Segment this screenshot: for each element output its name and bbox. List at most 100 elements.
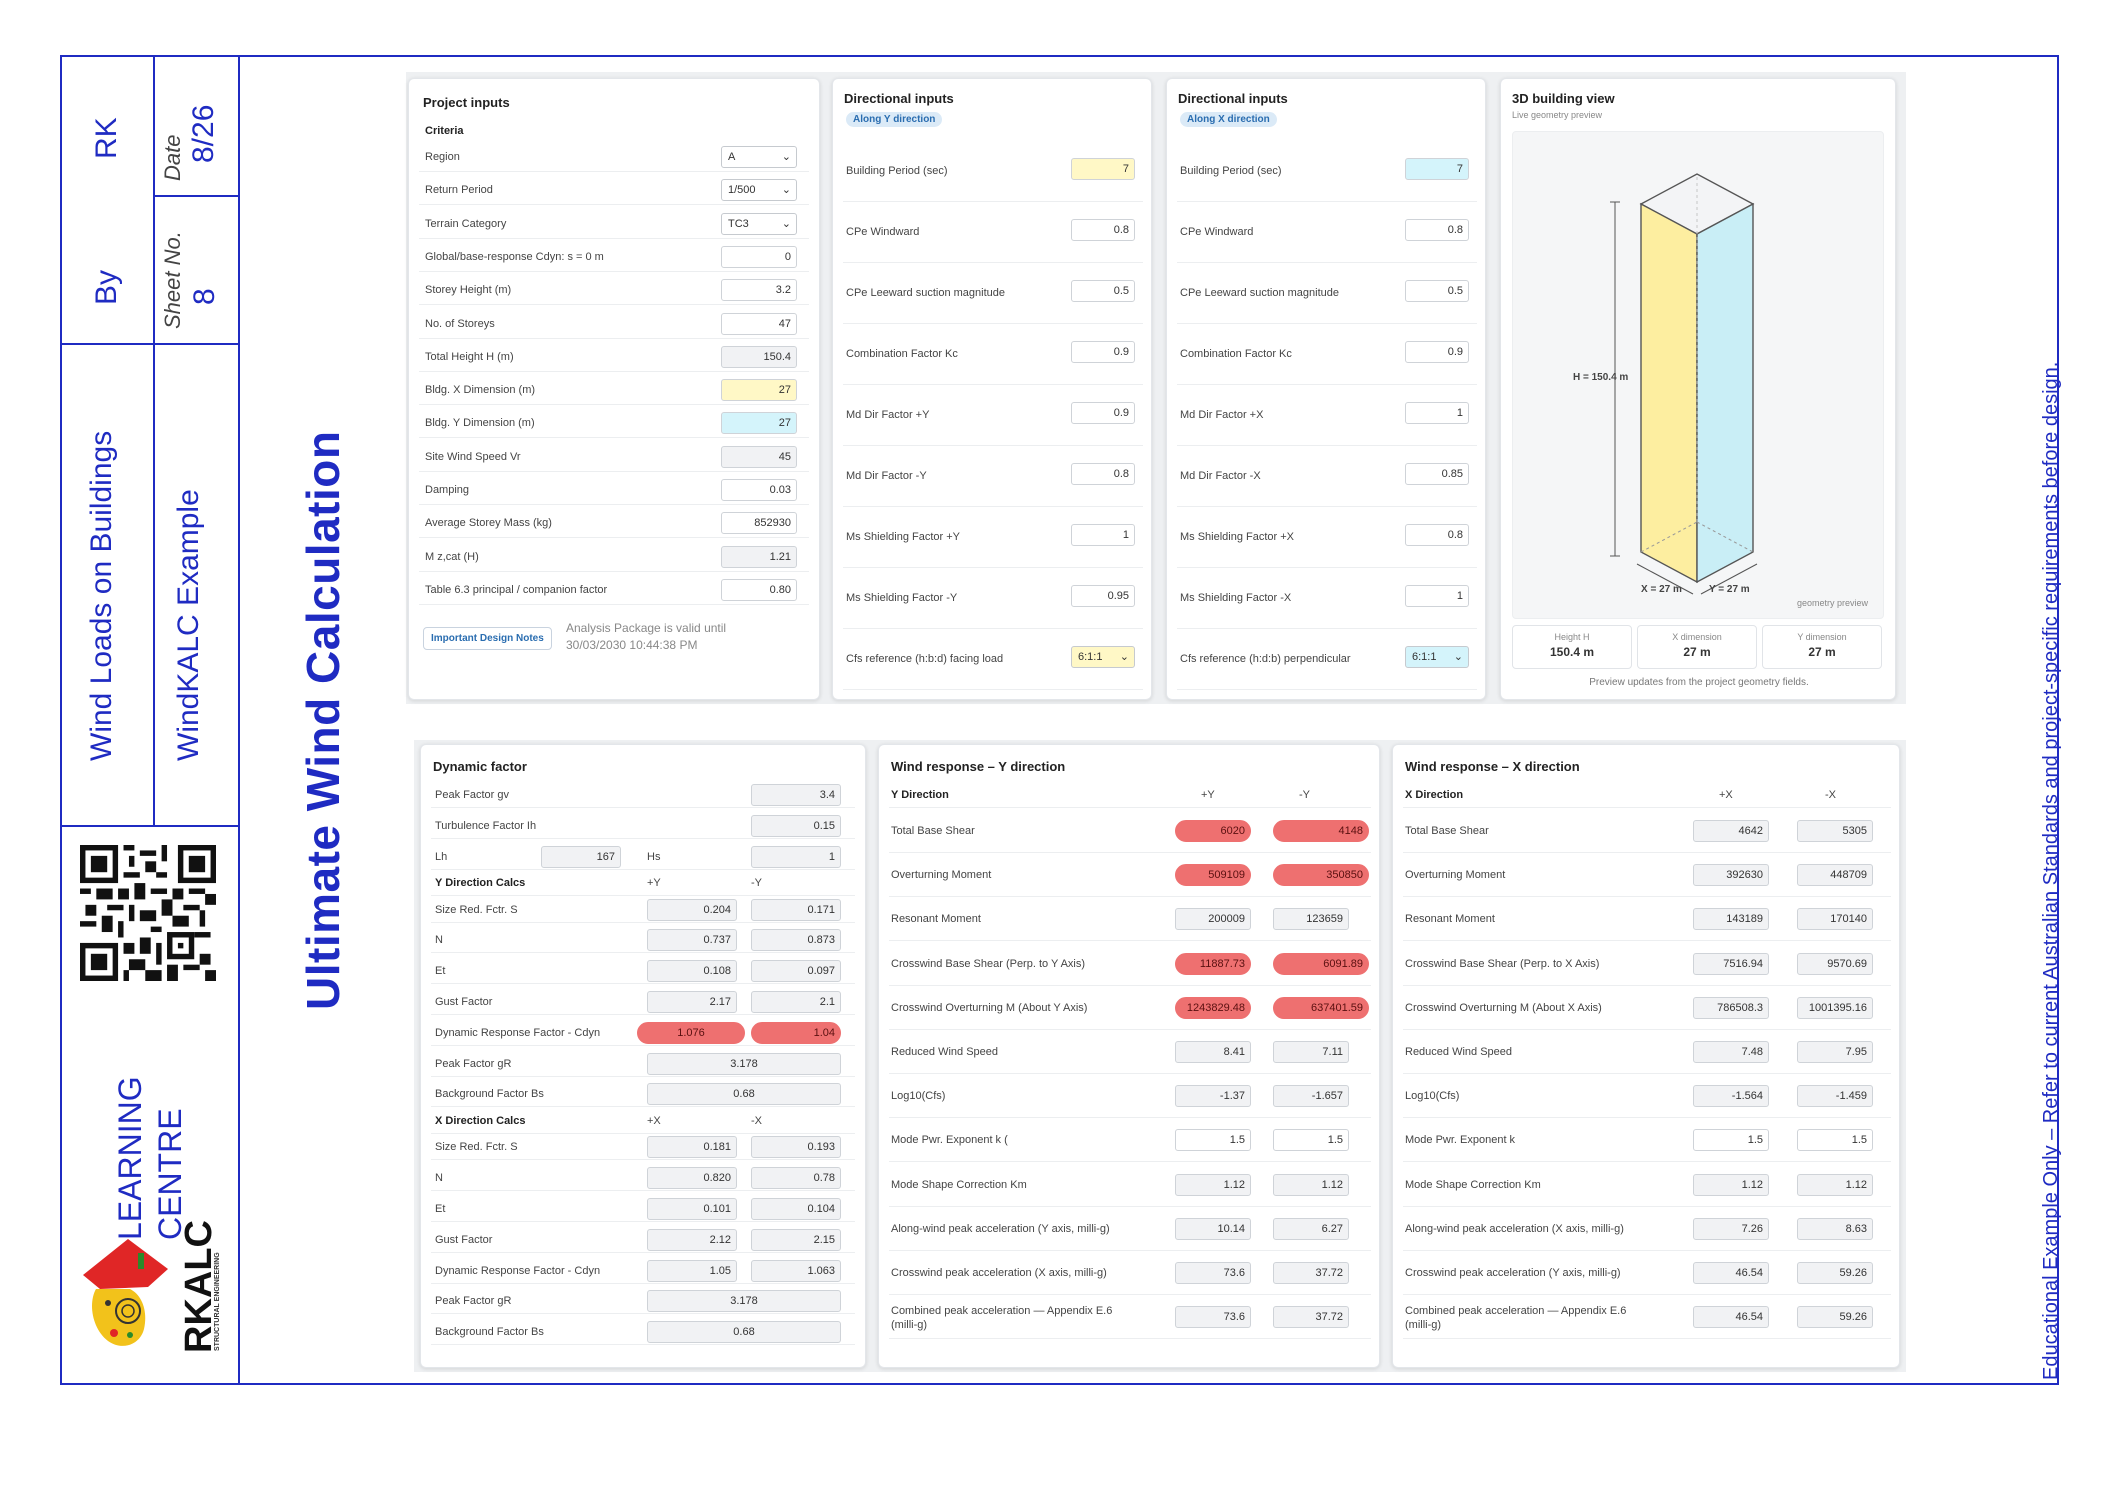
dropdown-value: TC3 — [728, 217, 749, 230]
response-value-2: 4148 — [1273, 820, 1369, 842]
field-label: CPe Windward — [846, 226, 920, 238]
criteria-input[interactable]: 0.03 — [721, 479, 797, 501]
direction-input[interactable]: 1 — [1405, 585, 1469, 607]
calc-value-2: 0.78 — [751, 1167, 841, 1190]
row-divider — [1403, 1028, 1891, 1030]
response-value-1[interactable]: 1.5 — [1175, 1129, 1251, 1152]
direction-input[interactable]: 0.8 — [1071, 219, 1135, 241]
criteria-input[interactable]: 27 — [721, 412, 797, 435]
direction-input[interactable]: 0.8 — [1405, 219, 1469, 241]
row-divider — [1403, 896, 1891, 898]
peak-factor-gr-value: 3.178 — [647, 1290, 841, 1313]
row-divider — [419, 237, 809, 239]
stat-value: 150.4 m — [1549, 645, 1595, 659]
card-title: 3D building view — [1512, 91, 1615, 106]
building-preview-canvas: H = 150.4 m X = 27 m Y = 27 m geometry p… — [1512, 131, 1884, 619]
table-header-label: Y Direction — [891, 789, 949, 801]
criteria-input[interactable]: 0.80 — [721, 578, 797, 601]
geometry-stat: Y dimension 27 m — [1762, 625, 1882, 669]
criteria-select[interactable]: A ⌄ — [721, 146, 797, 168]
field-label: Peak Factor gv — [435, 789, 509, 801]
response-value-1: 1243829.48 — [1175, 996, 1251, 1019]
criteria-input[interactable]: 47 — [721, 312, 797, 335]
response-value-1: -1.564 — [1693, 1085, 1769, 1108]
row-divider — [1177, 262, 1477, 263]
row-divider — [419, 570, 809, 572]
row-divider — [1403, 852, 1891, 853]
cfs-reference-select[interactable]: 6:1:1 ⌄ — [1071, 646, 1135, 668]
row-divider — [419, 204, 809, 206]
field-label: Total Base Shear — [1405, 825, 1489, 837]
criteria-select[interactable]: 1/500 ⌄ — [721, 179, 797, 202]
response-value-1: 6020 — [1175, 820, 1251, 842]
criteria-input[interactable]: 27 — [721, 379, 797, 402]
row-divider — [1177, 628, 1477, 629]
field-label: Along-wind peak acceleration (X axis, mi… — [1405, 1222, 1624, 1235]
field-label: Bldg. X Dimension (m) — [425, 384, 536, 397]
important-design-notes-button[interactable]: Important Design Notes — [423, 627, 552, 650]
background-factor-value: 0.68 — [647, 1321, 841, 1344]
criteria-select[interactable]: TC3 ⌄ — [721, 212, 797, 235]
row-divider — [1403, 1294, 1891, 1295]
peak-factor-gv-value: 3.4 — [751, 784, 841, 806]
direction-input[interactable]: 0.9 — [1405, 341, 1469, 363]
direction-input[interactable]: 0.9 — [1071, 402, 1135, 424]
response-value-2: 637401.59 — [1273, 996, 1369, 1019]
field-label: Peak Factor gR — [435, 1057, 512, 1070]
calc-value-1: 2.12 — [647, 1228, 737, 1251]
row-divider — [889, 1249, 1371, 1251]
response-value-1: 7516.94 — [1693, 952, 1769, 975]
response-value-2[interactable]: 1.5 — [1797, 1129, 1873, 1152]
direction-input[interactable]: 1 — [1405, 402, 1469, 424]
field-label: Building Period (sec) — [846, 165, 948, 177]
cfs-reference-select[interactable]: 6:1:1 ⌄ — [1405, 646, 1469, 668]
row-divider — [1403, 940, 1891, 942]
direction-input[interactable]: 0.8 — [1071, 463, 1135, 485]
direction-input[interactable]: 0.85 — [1405, 463, 1469, 485]
row-divider — [843, 201, 1143, 202]
card-title: Directional inputs — [1178, 91, 1288, 106]
direction-input[interactable]: 7 — [1071, 158, 1135, 180]
response-value-1: 46.54 — [1693, 1306, 1769, 1329]
field-label: Md Dir Factor -X — [1180, 470, 1261, 482]
field-label: Ms Shielding Factor -Y — [846, 592, 958, 604]
response-value-2: 8.63 — [1797, 1217, 1873, 1240]
response-value-2: 37.72 — [1273, 1262, 1349, 1284]
calc-value-2: 1.04 — [751, 1021, 841, 1044]
table-header-label: X Direction — [1405, 789, 1464, 801]
criteria-input[interactable]: 3.2 — [721, 279, 797, 302]
field-label: Et — [435, 965, 446, 978]
response-value-2[interactable]: 1.5 — [1273, 1129, 1349, 1152]
field-label: N — [435, 934, 443, 947]
response-value-1: 1.12 — [1175, 1173, 1251, 1196]
response-value-2: 1.12 — [1273, 1173, 1349, 1196]
column-header: -X — [1825, 789, 1836, 801]
row-divider — [431, 1132, 855, 1134]
direction-input[interactable]: 0.9 — [1071, 341, 1135, 363]
height-dimension-label: H = 150.4 m — [1573, 372, 1629, 383]
field-label: N — [435, 1172, 443, 1185]
calc-value-2: 0.171 — [751, 898, 841, 921]
turbulence-factor-value: 0.15 — [751, 814, 841, 837]
row-divider — [431, 952, 855, 954]
direction-input[interactable]: 1 — [1071, 524, 1135, 546]
row-divider — [1403, 807, 1891, 808]
row-divider — [1177, 201, 1477, 202]
row-divider — [419, 270, 809, 272]
direction-input[interactable]: 0.8 — [1405, 524, 1469, 546]
criteria-input[interactable]: 0 — [721, 245, 797, 268]
field-label: CPe Leeward suction magnitude — [1180, 287, 1339, 299]
direction-input[interactable]: 0.5 — [1071, 280, 1135, 302]
criteria-input[interactable]: 852930 — [721, 512, 797, 535]
field-label: Background Factor Bs — [435, 1088, 544, 1101]
direction-input[interactable]: 0.95 — [1071, 585, 1135, 607]
preview-footer: Preview updates from the project geometr… — [1589, 677, 1809, 688]
response-value-1[interactable]: 1.5 — [1693, 1129, 1769, 1152]
calc-value-2: 0.873 — [751, 929, 841, 952]
direction-input[interactable]: 0.5 — [1405, 280, 1469, 302]
field-label: Overturning Moment — [891, 869, 992, 882]
response-value-2: 59.26 — [1797, 1262, 1873, 1284]
field-label: Combination Factor Kc — [1180, 348, 1292, 360]
direction-input[interactable]: 7 — [1405, 158, 1469, 180]
